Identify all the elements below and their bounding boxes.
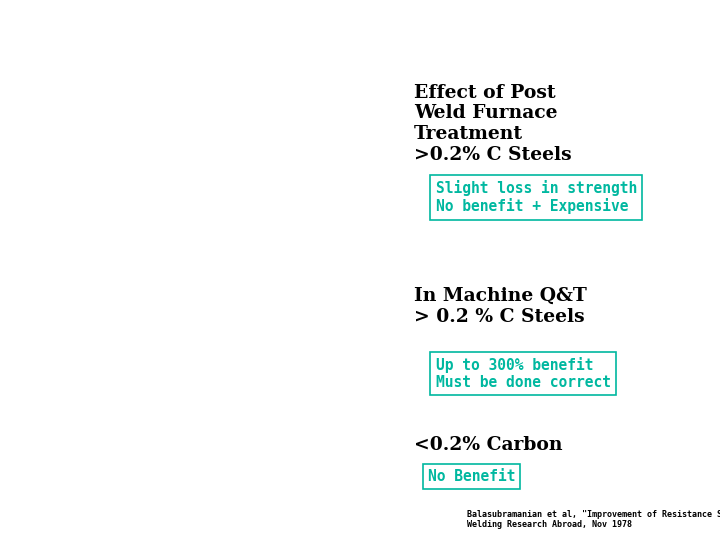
Text: Slight loss in strength
No benefit + Expensive: Slight loss in strength No benefit + Exp… xyxy=(436,180,637,214)
Text: In Machine Q&T
> 0.2 % C Steels: In Machine Q&T > 0.2 % C Steels xyxy=(414,287,587,326)
Text: <0.2% Carbon: <0.2% Carbon xyxy=(414,436,562,454)
Text: Balasubramanian et al, "Improvement of Resistance Spot Weld Characteristics",
We: Balasubramanian et al, "Improvement of R… xyxy=(467,510,720,529)
Text: Effect of Post
Weld Furnace
Treatment
>0.2% C Steels: Effect of Post Weld Furnace Treatment >0… xyxy=(414,84,572,164)
Text: Up to 300% benefit
Must be done correct: Up to 300% benefit Must be done correct xyxy=(436,357,611,390)
Text: No Benefit: No Benefit xyxy=(428,469,516,484)
